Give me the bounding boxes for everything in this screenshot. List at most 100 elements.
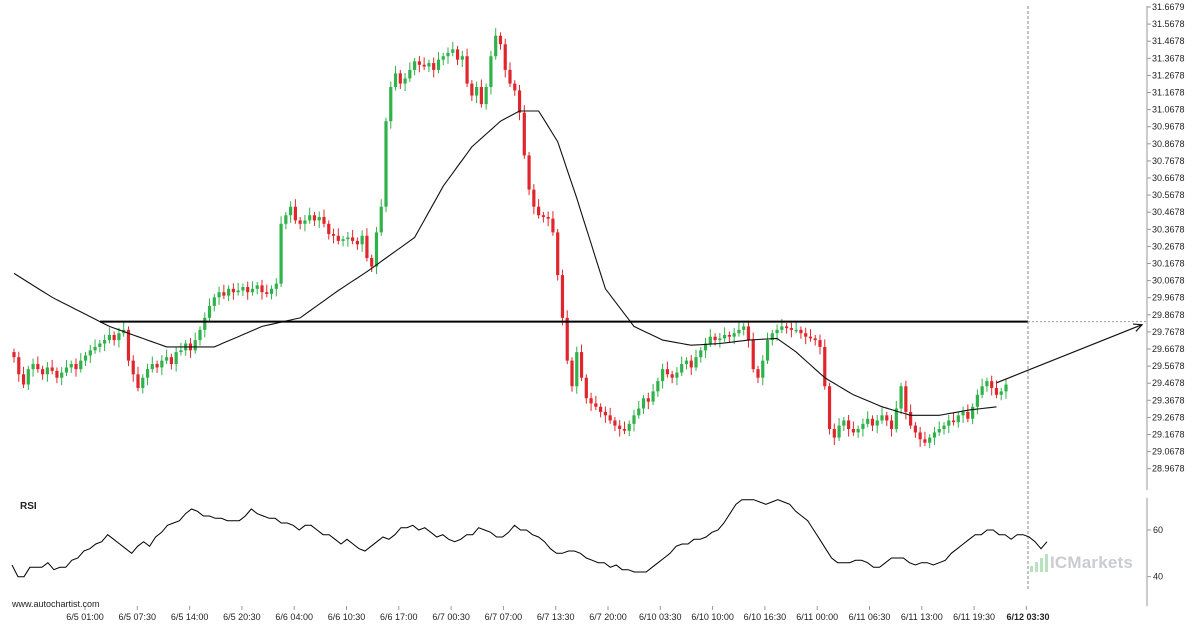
candle	[880, 407, 884, 424]
candle-body	[55, 370, 59, 378]
candle	[827, 382, 832, 435]
candle	[470, 80, 474, 102]
candle	[723, 327, 727, 342]
candle	[398, 69, 402, 90]
candle	[207, 298, 212, 322]
candle	[584, 374, 588, 404]
candle	[269, 285, 274, 300]
candle-body	[656, 381, 660, 392]
candle	[69, 360, 73, 373]
candle	[479, 79, 483, 108]
candle	[274, 278, 278, 297]
candle-body	[436, 59, 441, 70]
candle-body	[703, 343, 708, 351]
candle-body	[885, 415, 889, 421]
candle-body	[12, 352, 16, 358]
candle-body	[236, 290, 240, 293]
candle-body	[861, 423, 865, 430]
candle	[289, 201, 293, 223]
candle	[622, 421, 627, 435]
candle-body	[179, 350, 183, 353]
candle-body	[93, 346, 97, 351]
candle-body	[241, 287, 245, 291]
candle-body	[393, 73, 398, 88]
candle-body	[971, 406, 975, 419]
candle	[122, 322, 126, 337]
candle	[141, 374, 145, 394]
candle	[832, 423, 836, 446]
candle	[131, 355, 135, 382]
candle	[942, 422, 946, 435]
candle	[446, 47, 450, 64]
candle-body	[117, 333, 121, 341]
candle-body	[384, 121, 388, 207]
candle-body	[956, 415, 960, 423]
candle	[751, 332, 755, 373]
candle	[98, 340, 102, 353]
candle	[618, 420, 622, 437]
candle	[503, 38, 507, 78]
candle	[145, 363, 150, 386]
candle	[742, 322, 746, 336]
candle-body	[351, 237, 355, 241]
candle	[484, 83, 488, 110]
candle-body	[331, 234, 336, 236]
candle-body	[789, 328, 793, 330]
candle	[74, 358, 78, 377]
candle	[451, 41, 455, 57]
candle-body	[746, 326, 751, 341]
y-tick-label: 30.9678	[1152, 122, 1185, 132]
candle	[847, 414, 851, 437]
candle-body	[847, 420, 851, 430]
y-tick-label: 28.9678	[1152, 464, 1185, 474]
candle-body	[513, 83, 517, 91]
candle-body	[541, 215, 545, 217]
candle	[236, 282, 240, 296]
candle	[651, 383, 655, 406]
candle-body	[475, 87, 479, 96]
y-tick-label: 29.2678	[1152, 412, 1185, 422]
candle-body	[365, 235, 369, 259]
candle	[336, 228, 340, 245]
candle-body	[985, 381, 989, 387]
candle	[570, 357, 574, 392]
candle-body	[932, 432, 937, 438]
candle-body	[79, 360, 83, 370]
candle-body	[532, 189, 536, 207]
candle-body	[570, 360, 574, 387]
candle	[761, 355, 765, 386]
candle	[341, 235, 345, 247]
candle	[331, 228, 336, 244]
candle	[379, 199, 383, 236]
x-tick-label: 6/11 13:00	[901, 612, 943, 622]
candle	[694, 349, 698, 371]
y-axis: 31.6679 31.5678 31.4678 31.3678 31.2678 31.16…	[1146, 2, 1185, 490]
candle	[513, 80, 517, 96]
candle	[928, 434, 932, 449]
candle-body	[322, 216, 326, 224]
candle-body	[737, 329, 741, 334]
candle	[465, 48, 469, 88]
candle-body	[918, 432, 922, 440]
x-axis: 6/5 01:00 6/5 07:30 6/5 14:00 6/5 20:30 6/6 …	[66, 606, 1050, 622]
candle-body	[41, 369, 45, 375]
candle	[55, 367, 59, 384]
candle	[546, 211, 550, 227]
candle-body	[427, 63, 431, 67]
x-tick-label: 6/7 13:30	[537, 612, 575, 622]
candle	[198, 326, 202, 346]
candle-body	[422, 64, 426, 67]
candle-body	[212, 297, 216, 306]
candle-body	[975, 394, 979, 407]
candle	[613, 417, 617, 432]
candle	[360, 230, 364, 252]
candle-body	[446, 52, 450, 57]
candle-body	[217, 292, 221, 298]
x-tick-label: 6/7 00:30	[432, 612, 470, 622]
candle-body	[370, 258, 374, 267]
candlestick-series	[12, 28, 1008, 449]
candle-body	[923, 439, 927, 443]
candle-body	[589, 398, 593, 404]
candle-body	[465, 56, 469, 84]
candle-body	[269, 288, 274, 294]
